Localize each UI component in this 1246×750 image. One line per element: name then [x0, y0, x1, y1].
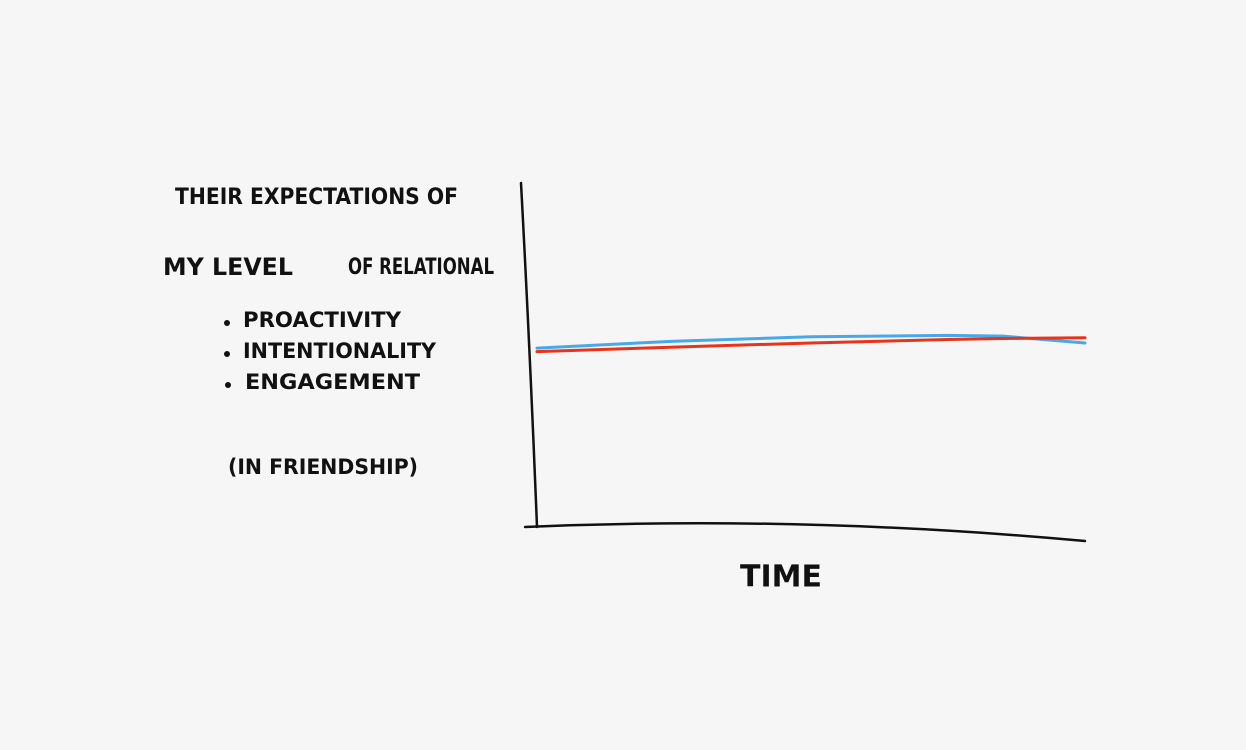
bullet-text: ENGAGEMENT	[245, 370, 421, 394]
legend-blue: MY LEVEL	[163, 253, 293, 281]
legend-red: THEIR EXPECTATIONS OF	[175, 185, 458, 210]
bullet-dot	[224, 351, 230, 357]
series-line	[535, 336, 1087, 354]
bullet-dot	[225, 382, 231, 388]
bullet-text: PROACTIVITY	[243, 308, 402, 332]
note: (IN FRIENDSHIP)	[228, 455, 418, 479]
x-axis	[523, 521, 1087, 543]
legend-suffix: OF RELATIONAL	[348, 255, 494, 280]
bullet-text: INTENTIONALITY	[243, 339, 437, 363]
bullet-dot	[224, 320, 230, 326]
x-axis-label: TIME	[740, 560, 822, 595]
y-axis	[519, 181, 539, 529]
